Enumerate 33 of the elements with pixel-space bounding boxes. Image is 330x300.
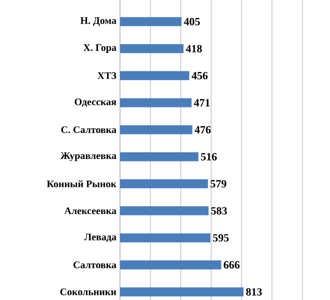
bar (120, 287, 244, 296)
data-label: 405 (184, 18, 200, 26)
data-label: 476 (194, 126, 211, 134)
data-label: 516 (201, 153, 217, 160)
data-label: 595 (213, 234, 229, 242)
bar (120, 125, 192, 134)
bar (120, 206, 209, 216)
data-label: 471 (194, 99, 210, 106)
bar (120, 71, 190, 80)
y-tick-label: С. Салтовка (61, 126, 116, 134)
bar (120, 152, 198, 162)
y-tick-label: Салтовка (74, 262, 116, 268)
y-tick-label: ХТЗ (97, 72, 116, 80)
bar (120, 17, 182, 26)
y-tick-label: Сокольники (60, 288, 116, 296)
data-label: 456 (192, 72, 208, 80)
bar (120, 260, 222, 270)
bar (120, 44, 184, 54)
data-label: 579 (210, 180, 226, 188)
bar (120, 179, 208, 188)
data-label: 813 (246, 288, 262, 296)
y-tick-label: Н. Дома (80, 17, 116, 26)
y-tick-label: Х. Гора (83, 44, 116, 53)
y-tick-label: Конный Рынок (46, 180, 116, 188)
data-label: 666 (224, 261, 240, 269)
bar (120, 233, 210, 242)
data-label: 583 (211, 207, 227, 215)
y-tick-label: Одесская (74, 98, 116, 107)
data-label: 418 (186, 44, 202, 52)
y-tick-label: Алексеевка (64, 207, 116, 214)
y-tick-label: Журавлевка (60, 152, 116, 162)
y-tick-label: Левада (84, 234, 116, 242)
bar (120, 98, 192, 108)
